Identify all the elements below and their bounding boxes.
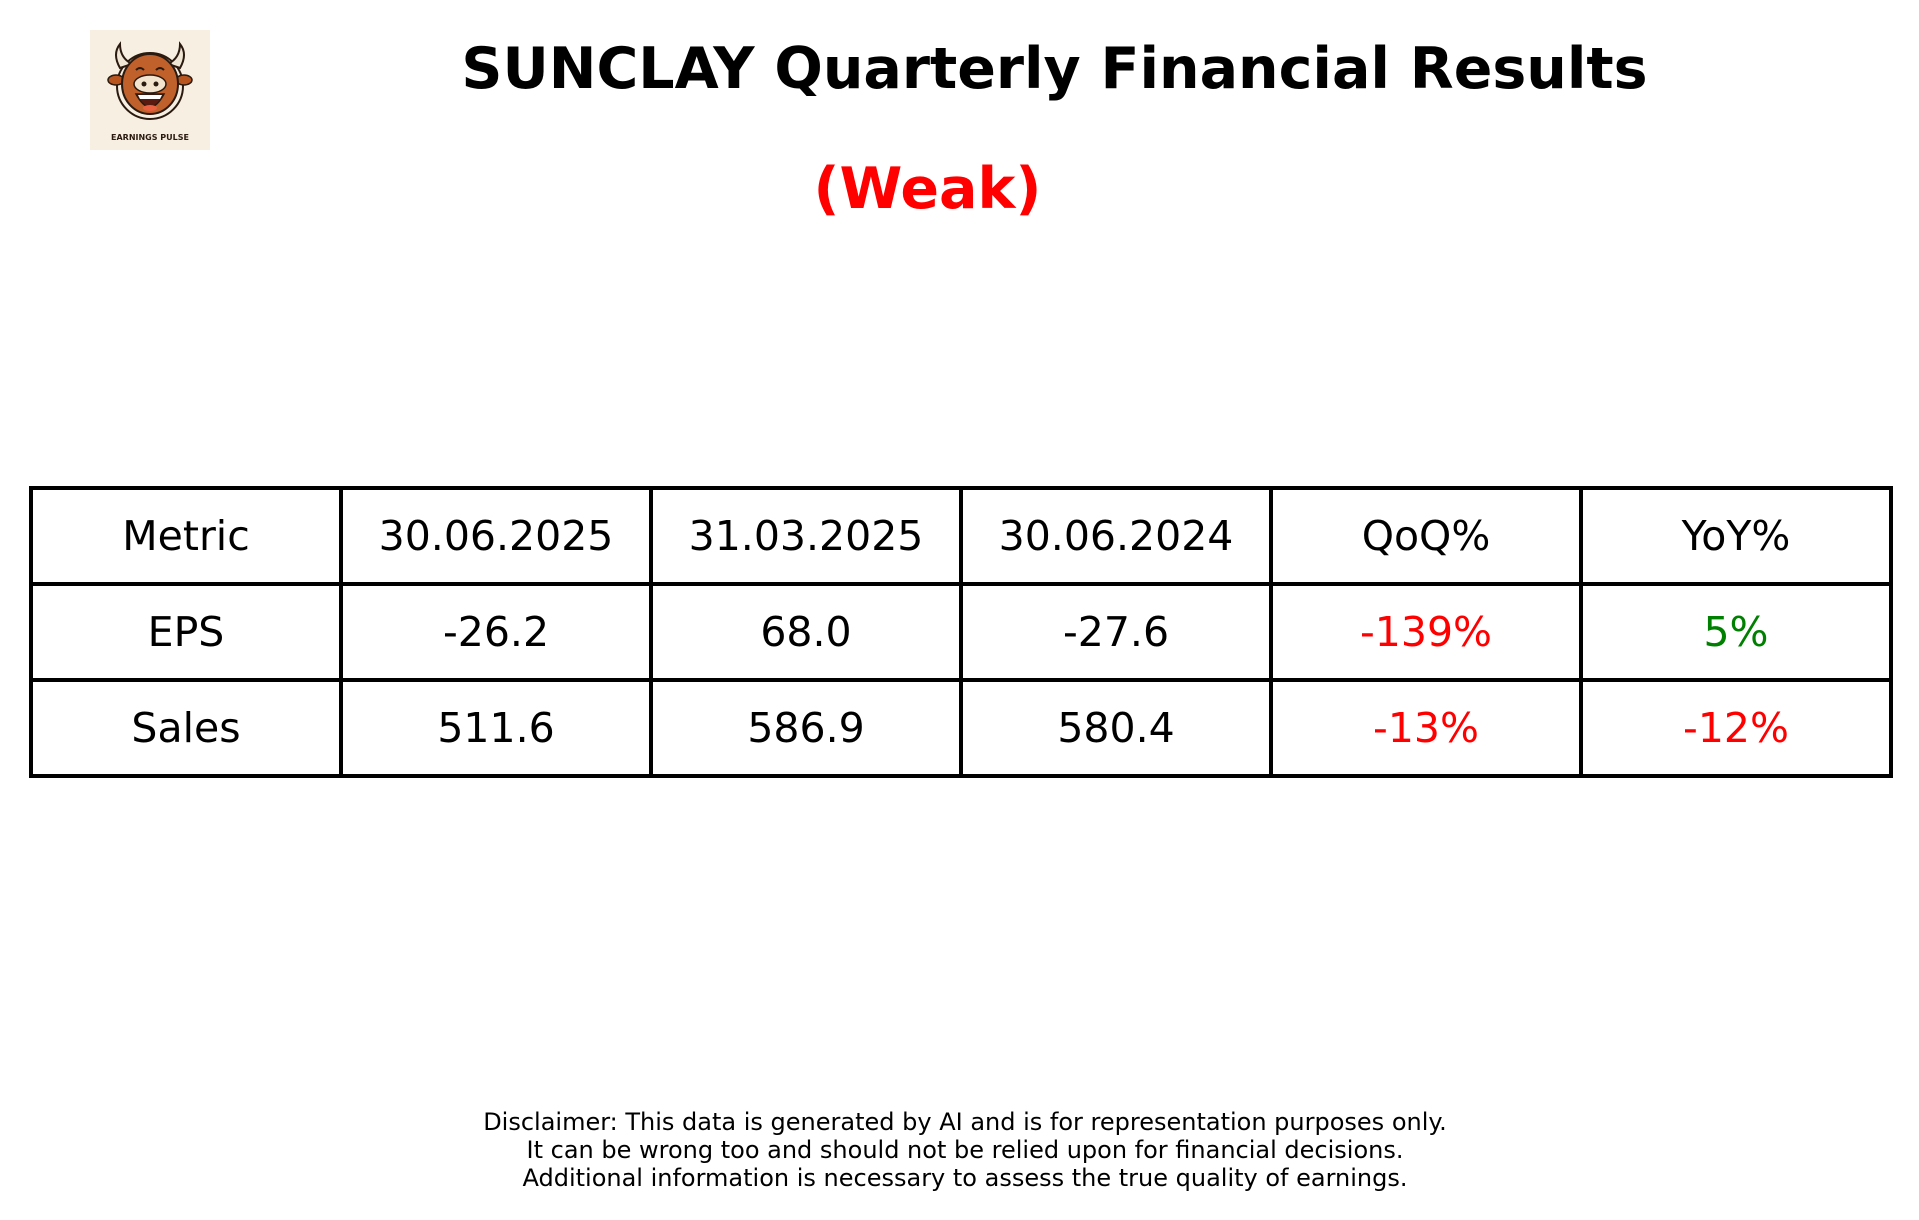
table-header-row: Metric 30.06.2025 31.03.2025 30.06.2024 … xyxy=(29,486,1893,586)
cell-q2: 68.0 xyxy=(649,582,963,682)
column-header-metric: Metric xyxy=(29,486,343,586)
cell-q1: -26.2 xyxy=(339,582,653,682)
cell-yoy: -12% xyxy=(1579,678,1893,778)
bull-mascot-icon: EARNINGS PULSE xyxy=(107,41,193,142)
results-table: Metric 30.06.2025 31.03.2025 30.06.2024 … xyxy=(29,486,1893,778)
column-header-q1: 30.06.2025 xyxy=(339,486,653,586)
table-row: EPS -26.2 68.0 -27.6 -139% 5% xyxy=(29,582,1893,682)
disclaimer-line: It can be wrong too and should not be re… xyxy=(526,1136,1404,1164)
page-title: SUNCLAY Quarterly Financial Results xyxy=(461,36,1648,102)
logo-label: EARNINGS PULSE xyxy=(111,133,189,142)
column-header-qoq: QoQ% xyxy=(1269,486,1583,586)
column-header-yoy: YoY% xyxy=(1579,486,1893,586)
disclaimer-line: Disclaimer: This data is generated by AI… xyxy=(483,1108,1447,1136)
cell-metric: EPS xyxy=(29,582,343,682)
cell-yoy: 5% xyxy=(1579,582,1893,682)
column-header-q2: 31.03.2025 xyxy=(649,486,963,586)
rating-badge: (Weak) xyxy=(813,156,1042,222)
table-row: Sales 511.6 586.9 580.4 -13% -12% xyxy=(29,678,1893,778)
cell-qoq: -13% xyxy=(1269,678,1583,778)
cell-q3: 580.4 xyxy=(959,678,1273,778)
cell-qoq: -139% xyxy=(1269,582,1583,682)
disclaimer: Disclaimer: This data is generated by AI… xyxy=(0,1108,1919,1192)
cell-q3: -27.6 xyxy=(959,582,1273,682)
cell-q2: 586.9 xyxy=(649,678,963,778)
cell-q1: 511.6 xyxy=(339,678,653,778)
cell-metric: Sales xyxy=(29,678,343,778)
disclaimer-line: Additional information is necessary to a… xyxy=(522,1164,1408,1192)
logo: EARNINGS PULSE xyxy=(90,30,210,150)
column-header-q3: 30.06.2024 xyxy=(959,486,1273,586)
